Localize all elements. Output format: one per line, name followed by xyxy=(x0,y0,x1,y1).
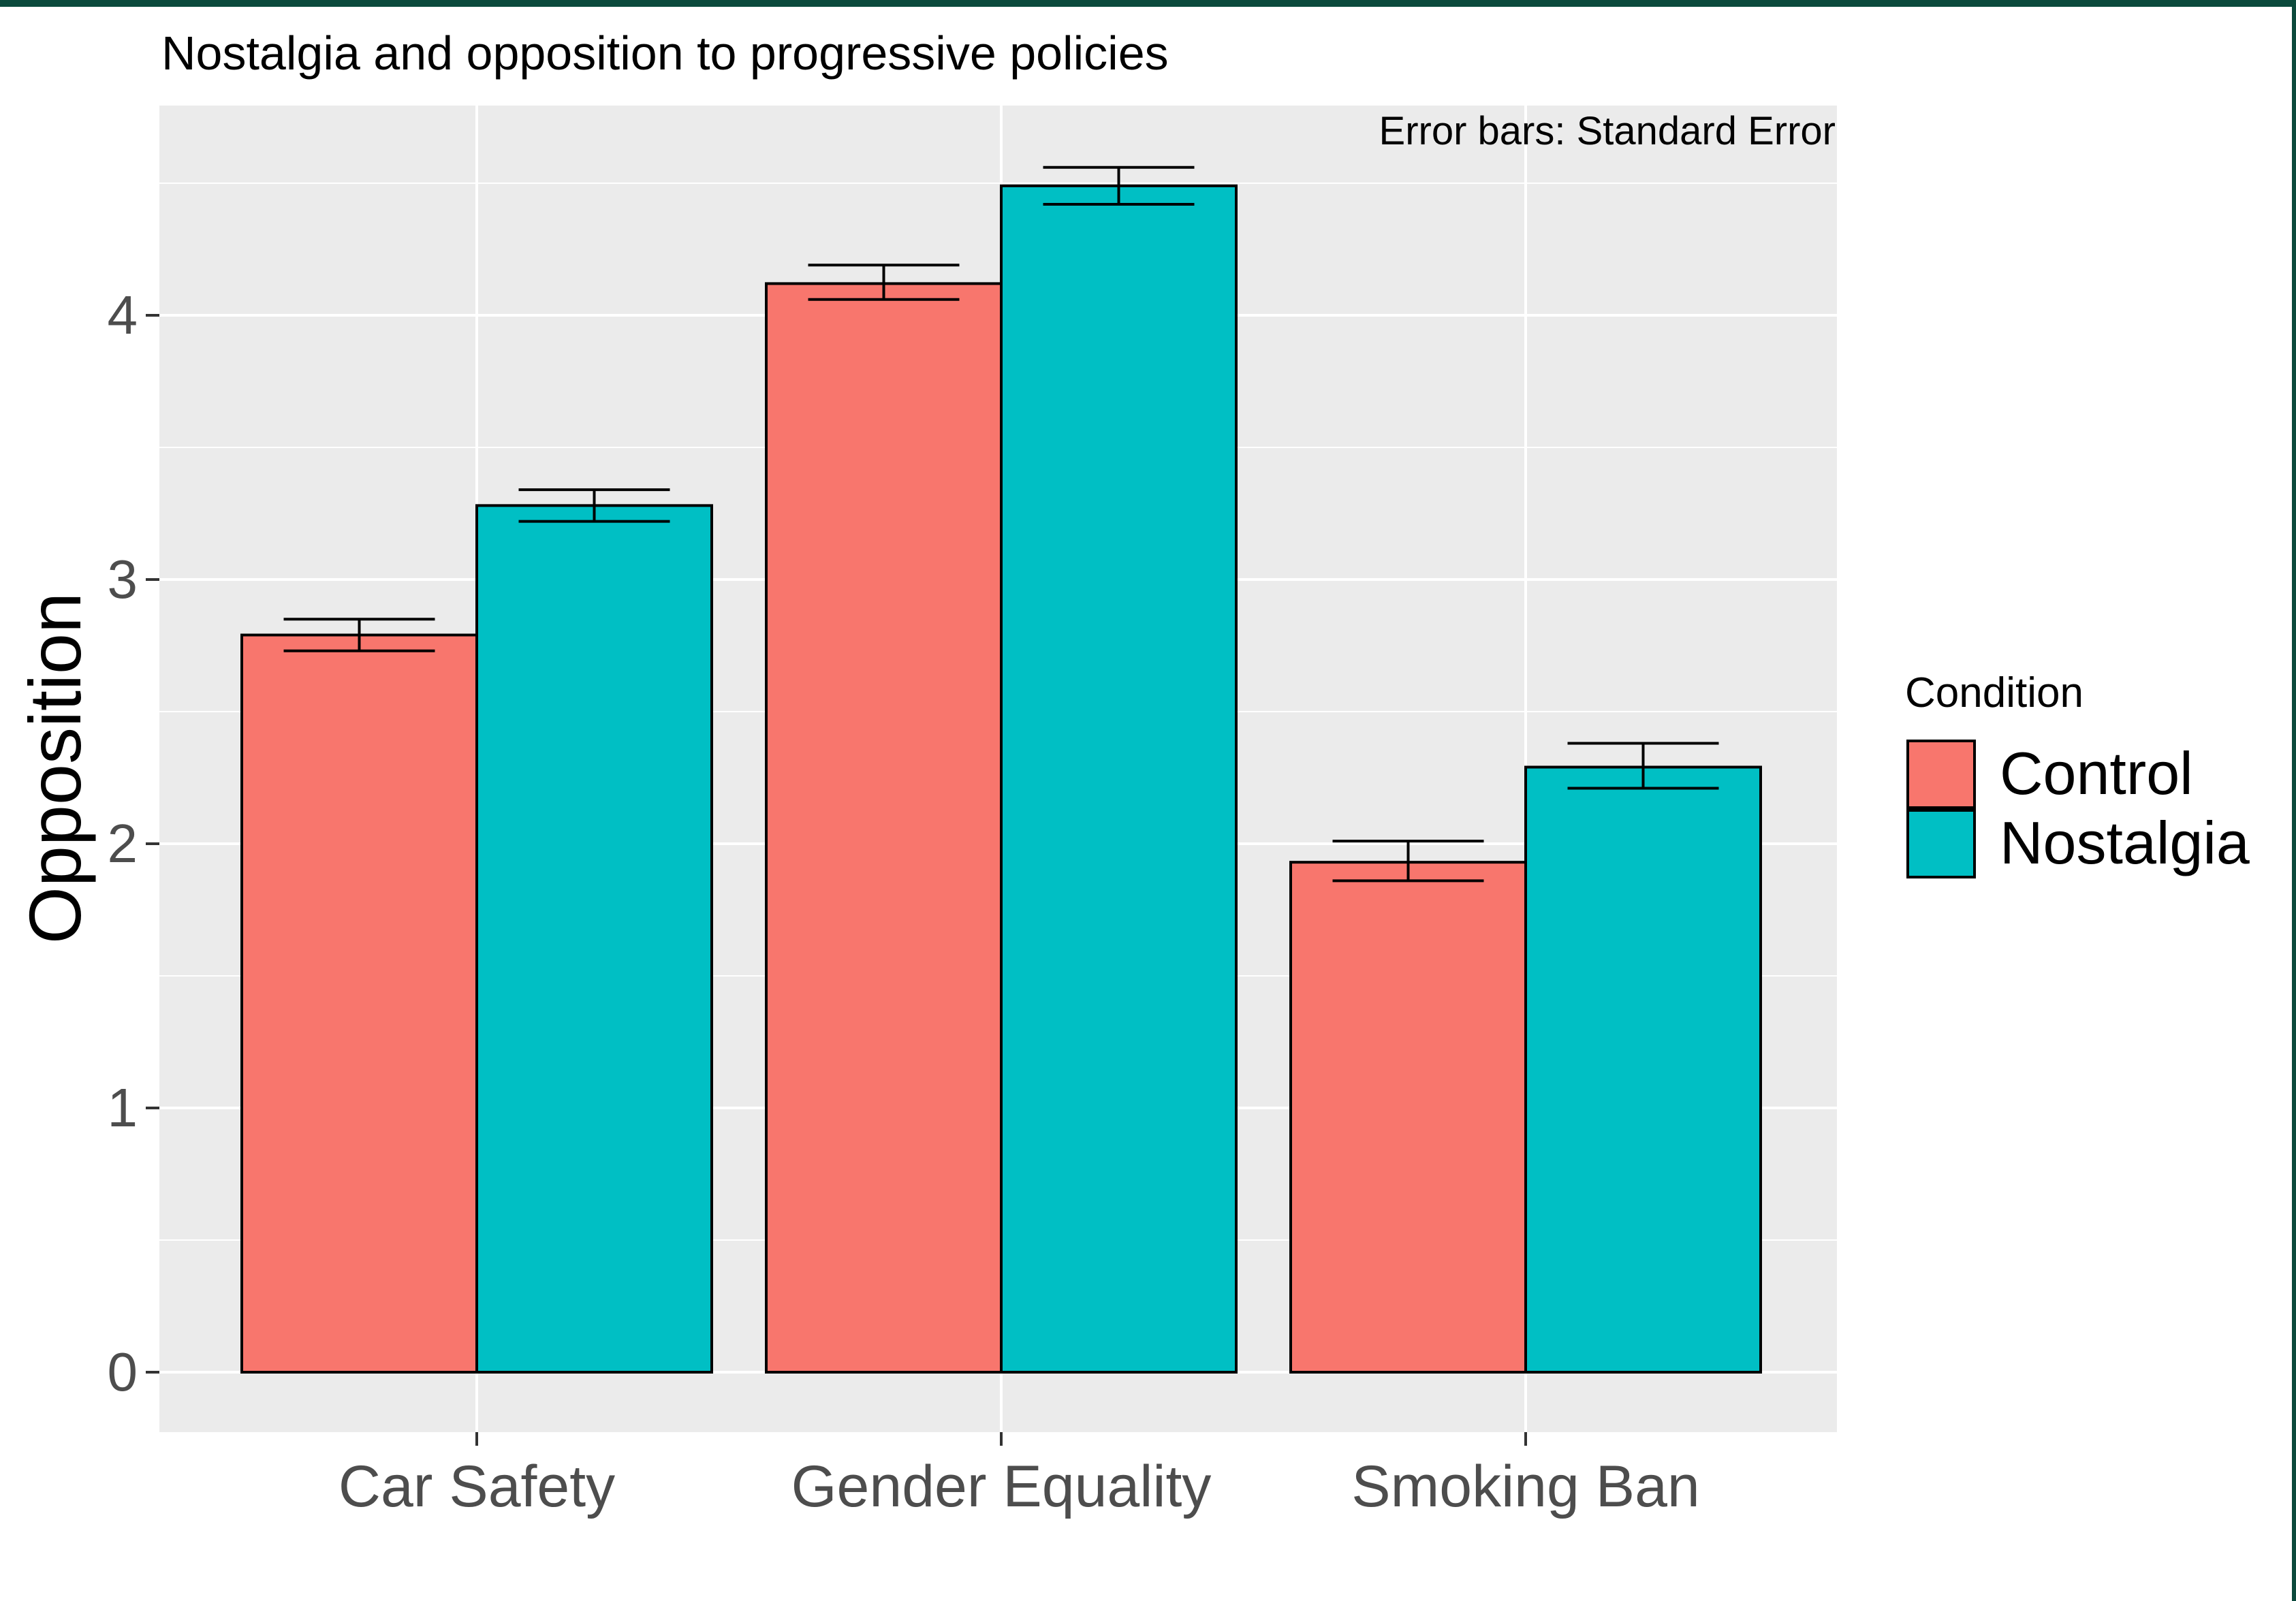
x-tick-label: Smoking Ban xyxy=(1351,1454,1700,1519)
legend-title: Condition xyxy=(1905,669,2083,716)
bar-control-0 xyxy=(240,633,478,1374)
y-tick-label: 2 xyxy=(108,813,138,874)
x-tick-label: Car Safety xyxy=(339,1454,615,1519)
error-bars xyxy=(283,165,1719,883)
bar-nostalgia-0 xyxy=(475,504,713,1374)
y-tick-label: 0 xyxy=(108,1342,138,1402)
y-tick-label: 1 xyxy=(108,1077,138,1138)
legend-key-nostalgia xyxy=(1906,809,1976,878)
bar-control-1 xyxy=(765,282,1003,1374)
axes: 0 1 2 3 4 Car Safety Gender Equality Smoking Ba… xyxy=(108,285,1700,1519)
bars xyxy=(240,184,1762,1374)
y-axis-title: Opposition xyxy=(14,592,96,944)
y-tick-label: 4 xyxy=(108,285,138,345)
bar-control-2 xyxy=(1289,861,1527,1374)
legend-key-control xyxy=(1906,740,1976,809)
x-tick-label: Gender Equality xyxy=(791,1454,1212,1519)
bar-nostalgia-2 xyxy=(1524,765,1762,1374)
window-frame-right xyxy=(2292,0,2296,1601)
legend-label-control: Control xyxy=(2000,740,2193,807)
chart-title: Nostalgia and opposition to progressive … xyxy=(161,27,1169,80)
window-frame-top xyxy=(0,0,2296,7)
y-tick-label: 3 xyxy=(108,549,138,609)
error-bar-note: Error bars: Standard Error xyxy=(1379,109,1836,153)
bar-nostalgia-1 xyxy=(1000,184,1238,1374)
legend-label-nostalgia: Nostalgia xyxy=(2000,809,2250,876)
